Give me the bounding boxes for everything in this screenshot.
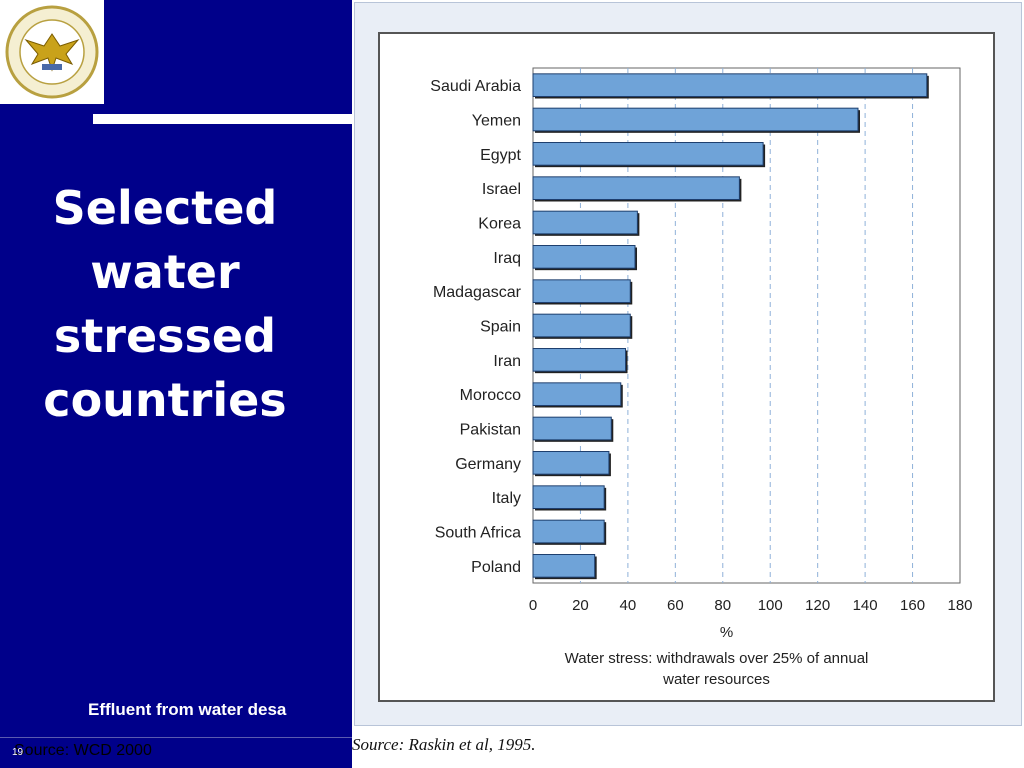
bar: [532, 73, 928, 97]
y-category-label: Morocco: [460, 387, 521, 404]
x-tick-label: 120: [805, 597, 830, 614]
bar: [532, 519, 605, 544]
x-tick-label: 160: [900, 597, 925, 614]
bar: [532, 554, 596, 578]
y-category-label: South Africa: [435, 525, 521, 542]
chart-caption-line2: water resources: [662, 671, 770, 688]
y-category-label: Germany: [455, 456, 521, 473]
slide-number: 19: [12, 747, 24, 758]
x-tick-label: 0: [529, 597, 537, 614]
bar: [532, 245, 636, 269]
bar: [532, 382, 622, 406]
x-tick-label: 60: [667, 597, 684, 614]
y-category-label: Saudi Arabia: [430, 78, 521, 95]
bar: [532, 176, 740, 200]
x-tick-label: 100: [758, 597, 783, 614]
y-category-label: Iraq: [493, 250, 521, 267]
bar: [532, 313, 631, 338]
y-category-label: Egypt: [480, 147, 521, 164]
title-line: water: [90, 245, 240, 299]
bar: [532, 210, 638, 235]
title-line: Selected: [52, 181, 278, 235]
bar: [532, 416, 612, 441]
x-tick-label: 80: [714, 597, 731, 614]
y-category-label: Spain: [480, 319, 521, 336]
title-line: countries: [43, 373, 287, 427]
y-category-label: Iran: [493, 353, 521, 370]
eagle-seal-icon: [5, 5, 99, 99]
y-category-label: Yemen: [472, 113, 521, 130]
source-citation-left: Source: WCD 2000: [14, 742, 152, 759]
bar: [532, 142, 764, 166]
y-category-label: Italy: [492, 490, 521, 507]
x-tick-label: 20: [572, 597, 589, 614]
y-category-label: Pakistan: [460, 422, 521, 439]
bar-chart: 0 20 40 60 80 100 120 140 160 180 Saudi Arabia Yeme…: [430, 67, 973, 688]
y-category-label: Israel: [482, 181, 521, 198]
bar: [532, 279, 631, 303]
x-tick-label: 140: [853, 597, 878, 614]
y-category-label: Poland: [471, 559, 521, 576]
source-citation-right: Source: Raskin et al, 1995.: [352, 735, 536, 754]
slide-title: Selected water stressed countries: [40, 176, 290, 432]
y-category-label: Korea: [478, 216, 521, 233]
effluent-text: Effluent from water desa: [88, 700, 287, 719]
chart-figure: 0 20 40 60 80 100 120 140 160 180 Saudi Arabia Yeme…: [352, 0, 1024, 768]
bar: [532, 107, 859, 132]
x-axis-label: %: [720, 624, 733, 641]
university-logo: [0, 0, 104, 104]
bar: [532, 451, 610, 475]
x-tick-label: 40: [620, 597, 637, 614]
footer-divider: [0, 737, 352, 738]
chart-caption-line1: Water stress: withdrawals over 25% of an…: [565, 650, 869, 667]
title-underline-rule: [93, 114, 355, 124]
y-category-label: Madagascar: [433, 284, 522, 301]
x-tick-label: 180: [947, 597, 972, 614]
bar: [532, 485, 605, 509]
title-line: stressed: [53, 309, 277, 363]
bar: [532, 348, 627, 372]
